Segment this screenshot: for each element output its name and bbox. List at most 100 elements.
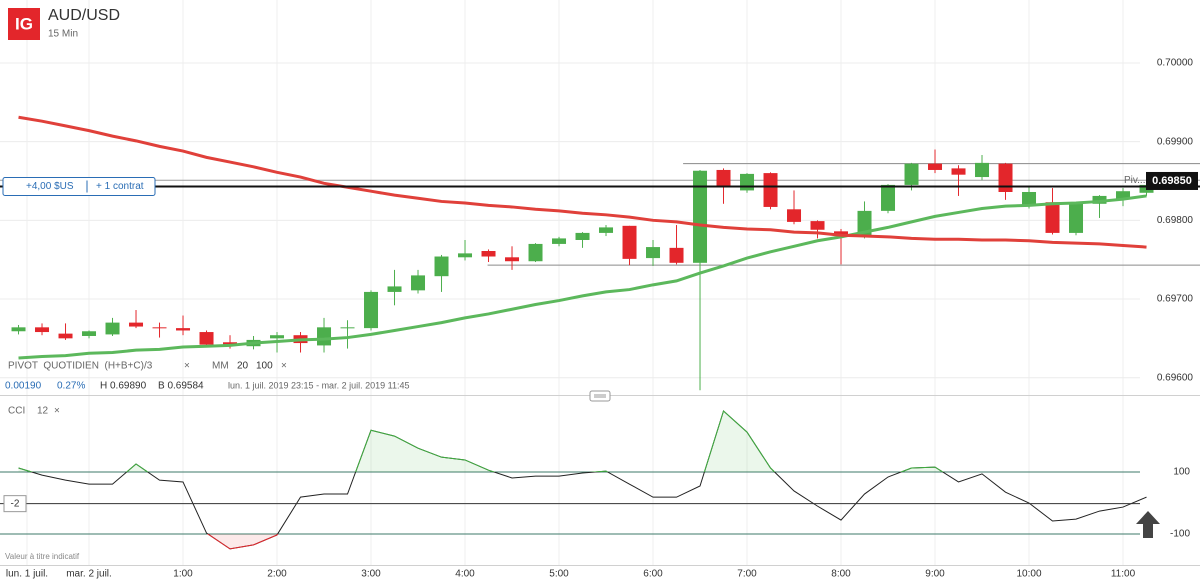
y-tick-label: 0.69600	[1157, 372, 1194, 383]
candle-body	[599, 227, 614, 233]
pivot-legend: PIVOT QUOTIDIEN (H+B+C)/3	[8, 361, 153, 372]
candle-body	[575, 232, 590, 240]
candle-body	[105, 322, 120, 335]
cci-legend: CCI	[8, 406, 25, 417]
cci-line	[18, 410, 1147, 550]
moving-average-line	[18, 115, 1147, 249]
change-percent: 0.27%	[57, 381, 85, 392]
candle-body	[317, 327, 332, 346]
grid-layer	[0, 0, 1200, 565]
disclaimer: Valeur à titre indicatif	[5, 552, 80, 561]
close-button[interactable]: ×	[281, 361, 287, 372]
x-tick-label: 1:00	[173, 569, 193, 580]
candle-body	[152, 327, 167, 329]
candle-body	[129, 322, 144, 327]
y-tick-label: 0.70000	[1157, 58, 1194, 69]
candle-body	[58, 333, 73, 339]
candle-body	[387, 286, 402, 292]
x-tick-label: 3:00	[361, 569, 381, 580]
candle-body	[434, 256, 449, 277]
x-tick-label: mar. 2 juil.	[66, 569, 112, 580]
candle-body	[458, 253, 473, 258]
position-size: + 1 contrat	[96, 181, 144, 192]
candle-body	[998, 163, 1013, 192]
candle-body	[881, 184, 896, 211]
candle-body	[763, 173, 778, 207]
candle-body	[787, 209, 802, 222]
logo	[8, 8, 40, 40]
cci-period: 12	[37, 406, 49, 417]
cci-area-over	[18, 411, 1147, 473]
candle-body	[810, 221, 825, 230]
interval: 15 Min	[48, 29, 78, 40]
date-range: lun. 1 juil. 2019 23:15 - mar. 2 juil. 2…	[228, 380, 409, 390]
candle-body	[35, 327, 50, 333]
candle-body	[223, 342, 238, 346]
symbol: AUD/USD	[48, 7, 120, 24]
candle-body	[1022, 191, 1037, 206]
candle-body	[1116, 191, 1131, 200]
candle-body	[857, 210, 872, 237]
candle-body	[528, 243, 543, 262]
scroll-button[interactable]	[1136, 511, 1160, 538]
candle-body	[340, 327, 355, 329]
x-tick-label: 10:00	[1016, 569, 1041, 580]
ma-legend-entry: 20	[237, 361, 249, 372]
candle-body	[975, 162, 990, 178]
y-tick-label: 0.69800	[1157, 215, 1194, 226]
close-button[interactable]: ×	[184, 361, 190, 372]
session-low: B 0.69584	[158, 381, 204, 392]
moving-average-line	[18, 194, 1147, 360]
ma-legend-entry: 100	[256, 361, 273, 372]
candle-body	[364, 291, 379, 329]
candle-body	[1092, 195, 1107, 204]
x-tick-label: 7:00	[737, 569, 757, 580]
last-price-label: 0.69850	[1152, 175, 1192, 187]
x-tick-label: 2:00	[267, 569, 287, 580]
y-tick-label: 0.69700	[1157, 294, 1194, 305]
panel-resize-handle[interactable]	[589, 390, 611, 402]
candle-body	[1069, 203, 1084, 233]
cci-line-under	[207, 534, 279, 550]
candle-body	[199, 332, 214, 345]
pivot-label: Piv...	[1124, 175, 1145, 186]
candle-body	[904, 163, 919, 185]
candle-body	[740, 173, 755, 191]
candle-body	[646, 247, 661, 259]
candle-body	[505, 257, 520, 262]
x-tick-label: 5:00	[549, 569, 569, 580]
crosshair-box	[3, 495, 27, 513]
session-high: H 0.69890	[100, 381, 147, 392]
candle-body	[11, 327, 26, 332]
candle-body	[270, 335, 285, 339]
cci-tick-label: -100	[1170, 529, 1190, 540]
candle-body	[176, 328, 191, 331]
cci-area-under	[18, 534, 1147, 549]
position-box	[2, 176, 156, 196]
candle-body	[834, 231, 849, 237]
candle-body	[669, 247, 684, 263]
marks-layer	[0, 115, 1200, 550]
candle-body	[82, 331, 97, 336]
candle-body	[1045, 202, 1060, 233]
y-tick-label: 0.69900	[1157, 136, 1194, 147]
candle-body	[693, 170, 708, 263]
cci-tick-label: 100	[1173, 467, 1190, 478]
x-tick-label: lun. 1 juil.	[6, 569, 48, 580]
x-tick-label: 11:00	[1111, 569, 1136, 580]
candle-body	[552, 238, 567, 244]
candle-body	[951, 168, 966, 175]
position-pnl: +4,00 $US	[26, 181, 74, 192]
x-tick-label: 9:00	[925, 569, 945, 580]
candle-body	[622, 225, 637, 259]
x-tick-label: 6:00	[643, 569, 663, 580]
close-button[interactable]: ×	[54, 406, 60, 417]
logo-text: IG	[15, 14, 33, 33]
crosshair-label: -2	[11, 498, 20, 509]
candle-body	[716, 169, 731, 188]
cci-line-over	[18, 410, 944, 473]
change: 0.00190	[5, 381, 42, 392]
ma-legend: MM	[212, 361, 229, 372]
last-price-box	[1146, 171, 1198, 190]
